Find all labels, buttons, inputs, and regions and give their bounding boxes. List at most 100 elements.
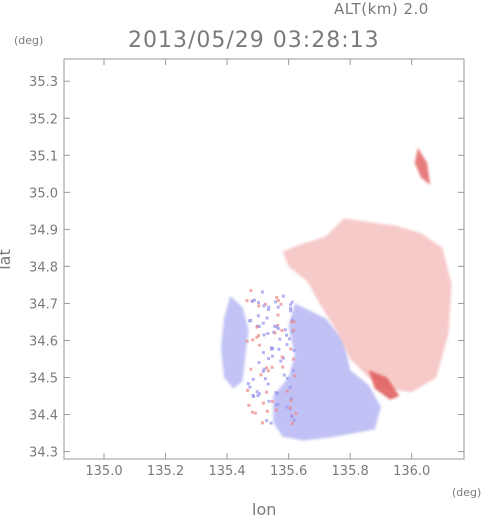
clutter-pixel bbox=[286, 376, 289, 380]
clutter-pixel bbox=[283, 328, 287, 332]
clutter-pixel bbox=[289, 396, 293, 400]
clutter-pixel bbox=[246, 382, 250, 386]
y-tick-label: 35.0 bbox=[29, 186, 58, 201]
clutter-pixel bbox=[262, 304, 266, 308]
clutter-pixel bbox=[280, 355, 284, 359]
clutter-pixel bbox=[274, 300, 277, 304]
clutter-pixel bbox=[294, 411, 298, 415]
clutter-pixel bbox=[274, 403, 278, 407]
clutter-pixel bbox=[288, 385, 292, 389]
y-tick-label: 34.9 bbox=[29, 223, 58, 238]
clutter-pixel bbox=[293, 374, 297, 378]
y-tick-label: 34.6 bbox=[29, 334, 58, 349]
y-tick-label: 35.2 bbox=[29, 112, 58, 127]
clutter-pixel bbox=[277, 347, 281, 351]
clutter-pixel bbox=[245, 299, 249, 303]
clutter-pixel bbox=[275, 392, 279, 395]
clutter-pixel bbox=[251, 393, 255, 397]
clutter-pixel bbox=[245, 339, 249, 343]
clutter-pixel bbox=[289, 309, 293, 313]
y-tick-label: 35.1 bbox=[29, 149, 58, 164]
clutter-pixel bbox=[257, 361, 261, 365]
clutter-pixel bbox=[265, 316, 269, 320]
region-approaching-main bbox=[273, 303, 381, 441]
clutter-pixel bbox=[255, 390, 259, 394]
clutter-pixel bbox=[289, 303, 293, 307]
clutter-pixel bbox=[255, 335, 259, 339]
clutter-pixel bbox=[249, 318, 253, 322]
clutter-pixel bbox=[275, 408, 278, 412]
x-tick-label: 135.0 bbox=[85, 464, 122, 479]
clutter-pixel bbox=[257, 301, 260, 305]
y-unit-label: (deg) bbox=[14, 34, 44, 47]
clutter-pixel bbox=[261, 401, 265, 405]
clutter-pixel bbox=[285, 333, 288, 337]
clutter-pixel bbox=[261, 321, 265, 325]
clutter-pixel bbox=[249, 367, 253, 371]
clutter-pixel bbox=[248, 385, 252, 389]
clutter-pixel bbox=[281, 294, 285, 298]
clutter-pixel bbox=[259, 373, 263, 377]
clutter-pixel bbox=[273, 324, 276, 328]
clutter-pixel bbox=[278, 337, 282, 341]
clutter-pixel bbox=[265, 390, 269, 394]
clutter-pixel bbox=[267, 305, 271, 309]
clutter-pixel bbox=[257, 343, 261, 347]
clutter-pixel bbox=[276, 305, 280, 309]
clutter-pixel bbox=[285, 343, 289, 347]
clutter-pixel bbox=[261, 351, 265, 355]
clutter-pixel bbox=[266, 332, 270, 336]
clutter-pixel bbox=[263, 377, 267, 381]
x-axis-label: lon bbox=[252, 500, 277, 519]
x-tick-label: 136.0 bbox=[393, 464, 430, 479]
clutter-pixel bbox=[265, 409, 269, 413]
region-receding-band bbox=[368, 370, 400, 400]
clutter-pixel bbox=[250, 410, 254, 414]
clutter-pixel bbox=[288, 337, 291, 341]
clutter-pixel bbox=[279, 359, 283, 363]
clutter-pixel bbox=[260, 290, 264, 294]
y-tick-label: 34.7 bbox=[29, 297, 58, 312]
region-receding-northeast-cell bbox=[414, 147, 431, 185]
clutter-pixel bbox=[282, 373, 286, 377]
clutter-pixel bbox=[289, 307, 292, 311]
clutter-pixel bbox=[269, 421, 273, 425]
y-tick-label: 34.8 bbox=[29, 260, 58, 275]
clutter-pixel bbox=[285, 389, 289, 393]
clutter-pixel bbox=[290, 414, 294, 418]
clutter-pixel bbox=[290, 421, 294, 425]
clutter-pixel bbox=[276, 402, 280, 406]
clutter-pixel bbox=[266, 382, 270, 386]
region-approaching-west bbox=[220, 296, 249, 389]
clutter-pixel bbox=[255, 325, 259, 329]
clutter-pixel bbox=[265, 366, 269, 370]
clutter-pixel bbox=[279, 302, 283, 306]
clutter-pixel bbox=[257, 324, 261, 328]
clutter-pixel bbox=[257, 304, 261, 308]
x-tick-label: 135.6 bbox=[270, 464, 307, 479]
clutter-pixel bbox=[290, 300, 294, 304]
clutter-pixel bbox=[256, 314, 260, 318]
clutter-pixel bbox=[271, 354, 274, 358]
clutter-pixel bbox=[292, 357, 296, 361]
clutter-pixel bbox=[251, 377, 255, 381]
clutter-pixel bbox=[256, 394, 260, 398]
clutter-pixel bbox=[285, 405, 289, 409]
clutter-pixel bbox=[292, 328, 296, 332]
x-tick-label: 135.8 bbox=[332, 464, 369, 479]
clutter-pixel bbox=[263, 302, 267, 306]
x-tick-label: 135.2 bbox=[147, 464, 184, 479]
clutter-pixel bbox=[276, 313, 280, 317]
clutter-pixel bbox=[288, 406, 292, 410]
y-tick-label: 34.3 bbox=[29, 446, 58, 461]
x-tick-label: 135.4 bbox=[208, 464, 245, 479]
clutter-pixel bbox=[253, 298, 256, 302]
clutter-pixel bbox=[262, 333, 266, 337]
clutter-pixel bbox=[266, 369, 270, 373]
clutter-pixel bbox=[250, 299, 254, 303]
clutter-pixel bbox=[275, 325, 279, 329]
clutter-pixel bbox=[253, 411, 257, 415]
clutter-pixel bbox=[291, 318, 294, 322]
timestamp-title: 2013/05/29 03:28:13 bbox=[128, 28, 380, 53]
